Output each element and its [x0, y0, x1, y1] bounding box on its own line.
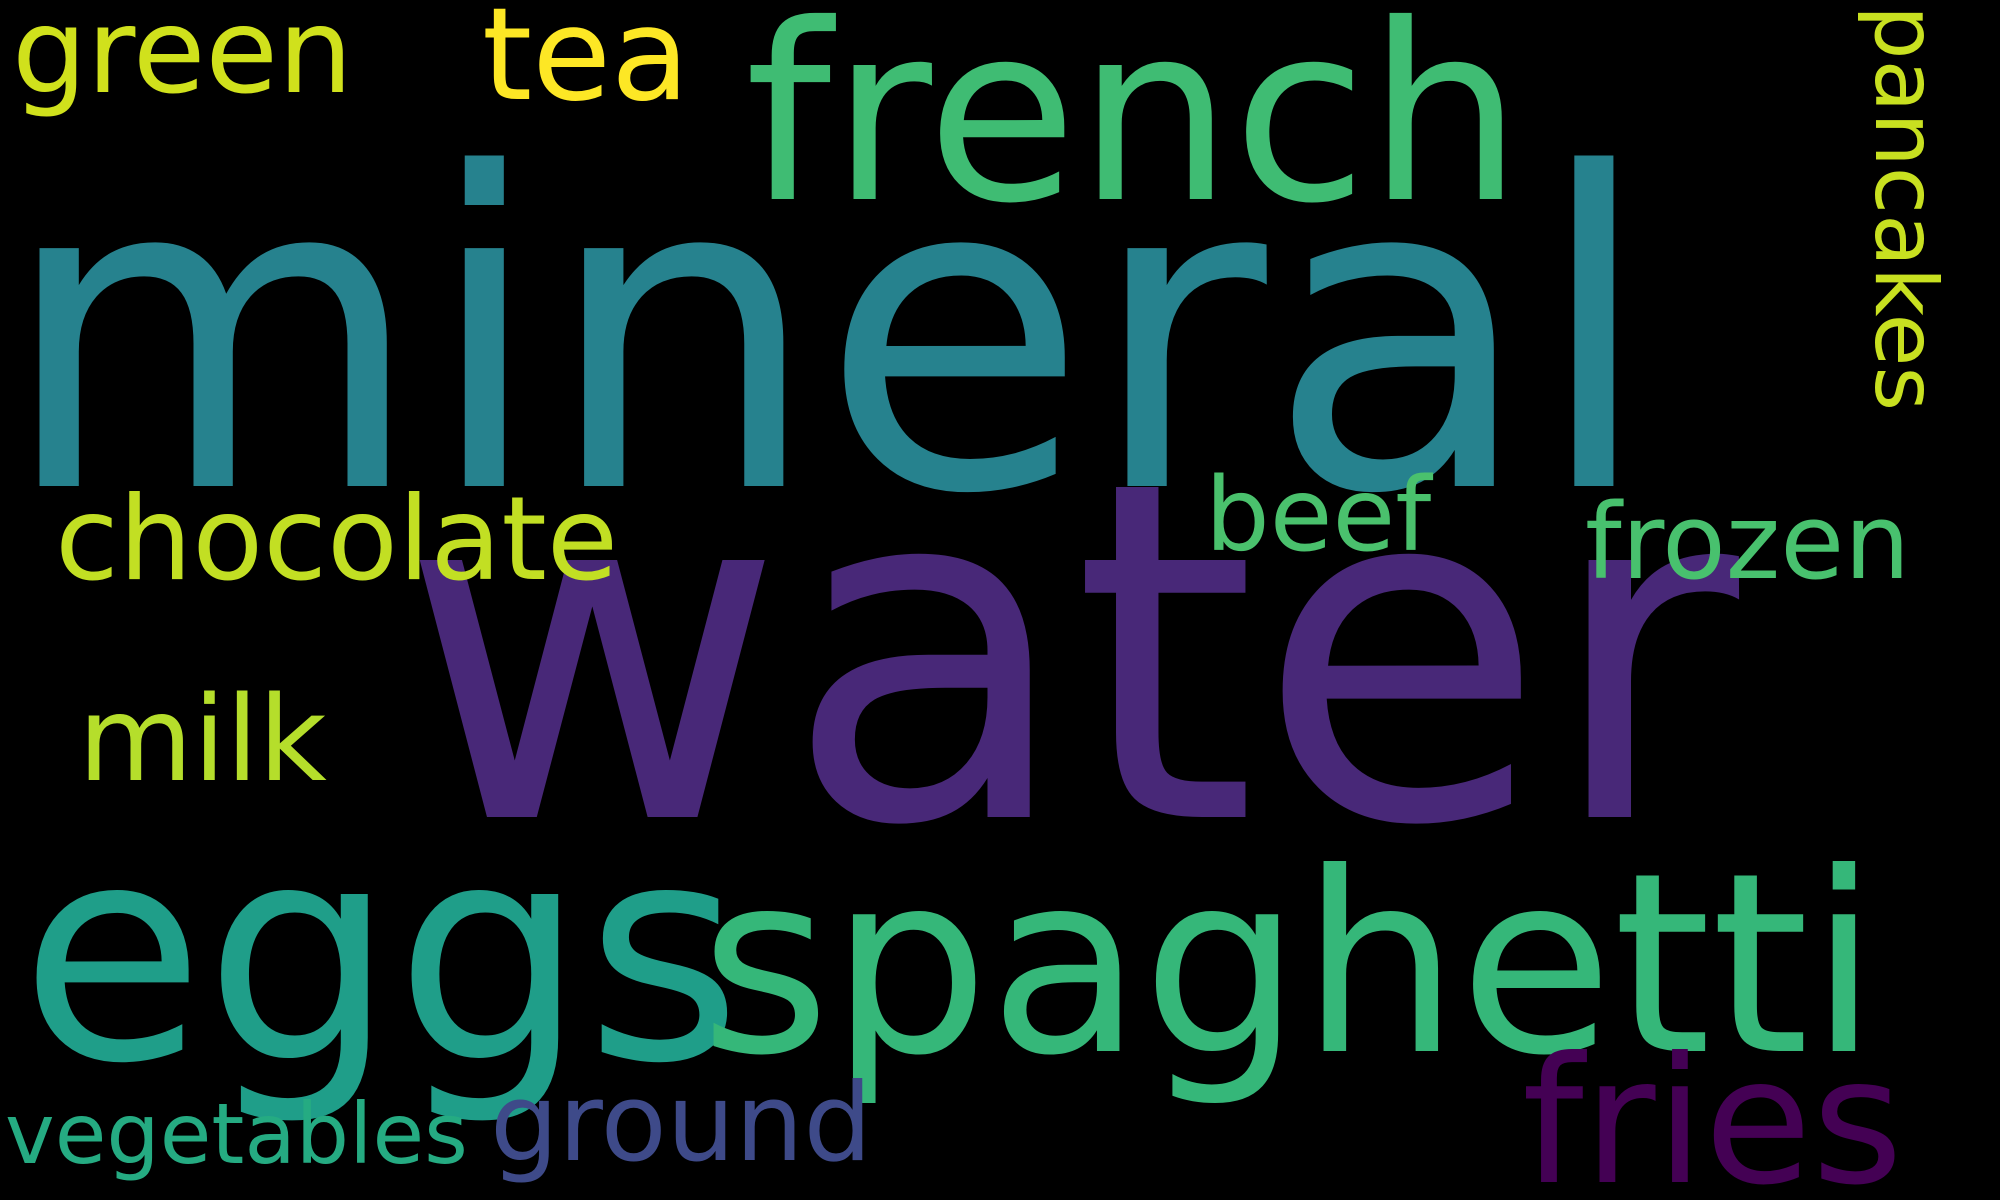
word-green: green [12, 0, 353, 120]
word-water: water [400, 381, 1740, 928]
word-pancakes: pancakes [1855, 5, 1955, 412]
word-spaghetti: spaghetti [700, 819, 1879, 1110]
word-milk: milk [78, 670, 327, 808]
word-frozen: frozen [1585, 481, 1911, 603]
word-eggs: eggs [20, 780, 742, 1129]
word-beef: beef [1205, 456, 1432, 575]
word-chocolate: chocolate [55, 472, 619, 607]
word-mineral: mineral [0, 82, 1655, 589]
word-vegetables: vegetables [5, 1085, 468, 1183]
word-fries: fries [1522, 1021, 1904, 1200]
word-french: french [745, 0, 1523, 257]
word-tea: tea [482, 0, 690, 130]
word-ground: ground [490, 1061, 873, 1186]
